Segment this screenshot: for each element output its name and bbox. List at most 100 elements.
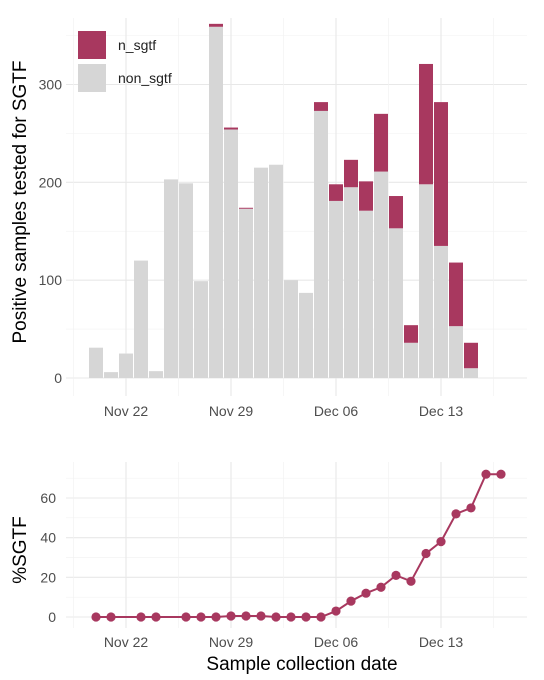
bar-non-sgtf <box>449 326 463 378</box>
bar-non-sgtf <box>434 245 448 378</box>
sgtf-point <box>106 612 116 622</box>
sgtf-point <box>136 612 146 622</box>
bar-panel: 0 100 200 300 Nov 22 Nov 29 Dec 06 Dec 13 Posi… <box>10 18 527 419</box>
sgtf-point <box>211 612 221 622</box>
sgtf-point <box>91 612 101 622</box>
bar-n-sgtf <box>404 325 418 343</box>
bar-non-sgtf <box>254 167 268 378</box>
bar-n-sgtf <box>314 102 328 111</box>
bar-n-sgtf <box>359 181 373 211</box>
sgtf-point <box>391 570 401 580</box>
legend-label-n-sgtf: n_sgtf <box>118 37 156 53</box>
bar-non-sgtf <box>164 179 178 378</box>
line-y-tick-label: 20 <box>40 569 56 585</box>
bar-non-sgtf <box>224 129 238 378</box>
bar-x-tick-label: Nov 22 <box>104 403 149 419</box>
legend-swatch-non-sgtf <box>78 64 106 92</box>
bar-x-tick-label: Dec 13 <box>419 403 464 419</box>
sgtf-point <box>346 596 356 606</box>
bar-non-sgtf <box>239 208 253 378</box>
bar-n-sgtf <box>239 207 253 209</box>
sgtf-point <box>316 612 326 622</box>
line-y-axis-title: %SGTF <box>10 516 31 584</box>
sgtf-point <box>226 611 236 621</box>
bar-non-sgtf <box>269 164 283 378</box>
sgtf-point <box>151 612 161 622</box>
bar-non-sgtf <box>419 184 433 378</box>
bar-n-sgtf <box>389 196 403 229</box>
bar-non-sgtf <box>104 372 118 378</box>
sgtf-point <box>496 469 506 479</box>
bar-non-sgtf <box>329 200 343 378</box>
bar-non-sgtf <box>194 281 208 378</box>
bar-y-tick-label: 100 <box>39 272 63 288</box>
line-x-tick-label: Dec 06 <box>314 634 359 650</box>
line-y-tick-label: 0 <box>48 609 56 625</box>
bar-series <box>89 23 478 379</box>
bar-y-tick-label: 0 <box>54 370 62 386</box>
bar-n-sgtf <box>224 127 238 130</box>
line-x-ticks: Nov 22 Nov 29 Dec 06 Dec 13 <box>104 634 464 650</box>
bar-n-sgtf <box>434 102 448 246</box>
sgtf-point <box>466 503 476 513</box>
sgtf-point <box>301 612 311 622</box>
bar-non-sgtf <box>404 342 418 378</box>
line-x-tick-label: Nov 22 <box>104 634 149 650</box>
bar-non-sgtf <box>299 292 313 378</box>
bar-x-tick-label: Nov 29 <box>209 403 254 419</box>
bar-non-sgtf <box>314 110 328 378</box>
line-y-ticks: 0 20 40 60 <box>40 490 56 625</box>
bar-non-sgtf <box>149 371 163 378</box>
bar-x-ticks: Nov 22 Nov 29 Dec 06 Dec 13 <box>104 403 464 419</box>
sgtf-point <box>481 469 491 479</box>
bar-y-tick-label: 300 <box>39 77 63 93</box>
bar-non-sgtf <box>464 368 478 378</box>
sgtf-point <box>436 537 446 547</box>
sgtf-point <box>421 548 431 559</box>
sgtf-point <box>196 612 206 622</box>
bar-non-sgtf <box>344 187 358 378</box>
sgtf-point <box>271 612 281 622</box>
sgtf-point <box>451 509 461 519</box>
bar-y-ticks: 0 100 200 300 <box>39 77 63 387</box>
bar-non-sgtf <box>89 347 103 378</box>
bar-n-sgtf <box>374 113 388 172</box>
line-x-axis-title: Sample collection date <box>206 654 397 675</box>
bar-n-sgtf <box>464 342 478 369</box>
sgtf-point <box>361 588 371 598</box>
legend-label-non-sgtf: non_sgtf <box>118 70 172 86</box>
bar-y-axis-title: Positive samples tested for SGTF <box>10 61 31 344</box>
bar-non-sgtf <box>389 228 403 378</box>
sgtf-point <box>331 606 341 616</box>
bar-non-sgtf <box>179 183 193 378</box>
bar-non-sgtf <box>359 210 373 378</box>
bar-x-tick-label: Dec 06 <box>314 403 359 419</box>
bar-n-sgtf <box>329 184 343 201</box>
line-panel: 0 20 40 60 Nov 22 Nov 29 Dec 06 Dec 13 %SGTF S… <box>10 462 527 675</box>
line-y-tick-label: 60 <box>40 490 56 506</box>
bar-non-sgtf <box>284 280 298 378</box>
line-x-tick-label: Nov 29 <box>209 634 254 650</box>
bar-y-tick-label: 200 <box>39 174 63 190</box>
sgtf-point <box>256 611 266 621</box>
line-gridlines <box>66 462 527 628</box>
sgtf-point <box>406 576 416 586</box>
bar-n-sgtf <box>344 159 358 188</box>
sgtf-point <box>181 612 191 622</box>
bar-non-sgtf <box>209 26 223 379</box>
legend: n_sgtf non_sgtf <box>78 31 172 92</box>
sgtf-point <box>286 612 296 622</box>
line-x-tick-label: Dec 13 <box>419 634 464 650</box>
bar-non-sgtf <box>134 260 148 378</box>
sgtf-point <box>241 611 251 621</box>
bar-non-sgtf <box>119 353 133 378</box>
sgtf-point <box>376 582 386 592</box>
bar-n-sgtf <box>449 262 463 327</box>
line-series <box>91 469 506 622</box>
legend-swatch-n-sgtf <box>78 31 106 59</box>
line-y-tick-label: 40 <box>40 530 56 546</box>
bar-non-sgtf <box>374 171 388 378</box>
bar-n-sgtf <box>419 63 433 185</box>
bar-n-sgtf <box>209 23 223 27</box>
